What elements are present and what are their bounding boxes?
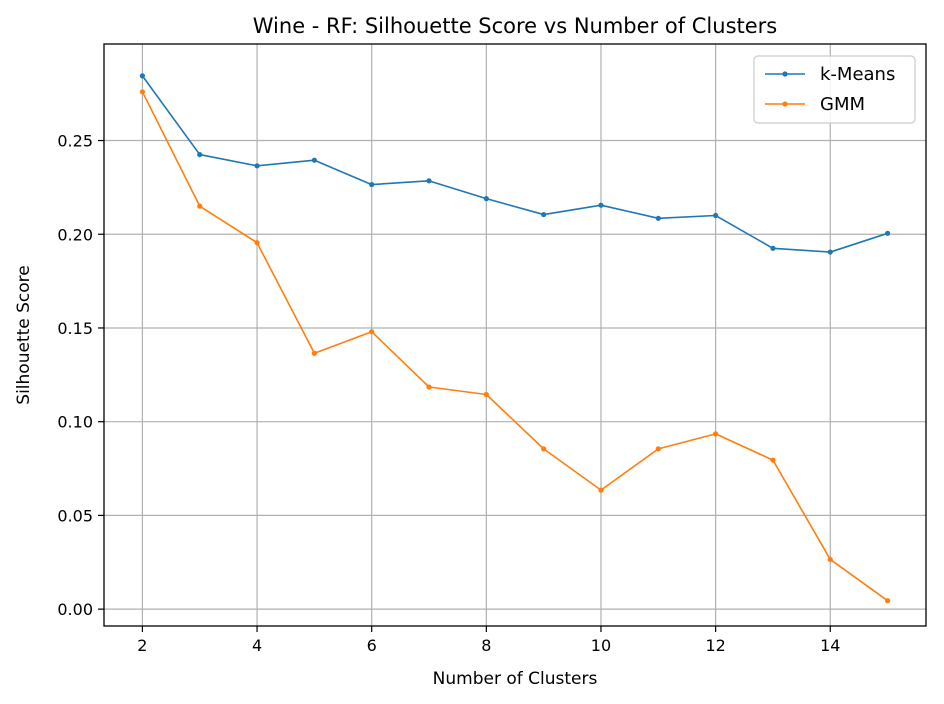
- data-point-kmeans: [541, 211, 547, 218]
- x-tick-label: 14: [820, 636, 840, 655]
- data-point-gmm: [197, 203, 203, 209]
- y-tick-label: 0.20: [57, 225, 93, 244]
- data-point-gmm: [541, 446, 547, 452]
- chart-title: Wine - RF: Silhouette Score vs Number of…: [253, 14, 778, 38]
- data-point-gmm: [598, 487, 604, 493]
- y-tick-label: 0.25: [57, 132, 93, 151]
- data-point-kmeans: [139, 73, 146, 79]
- legend-label-gmm: GMM: [820, 94, 865, 115]
- data-point-gmm: [483, 391, 489, 398]
- plot-frame: [103, 43, 927, 627]
- legend-marker-gmm: [782, 101, 788, 107]
- data-point-gmm: [139, 89, 146, 95]
- data-point-gmm: [369, 329, 375, 335]
- data-point-kmeans: [254, 163, 260, 169]
- x-tick-label: 2: [137, 636, 147, 655]
- x-axis-label: Number of Clusters: [433, 669, 598, 689]
- data-point-gmm: [770, 457, 776, 463]
- data-point-gmm: [311, 350, 317, 356]
- y-tick-label: 0.10: [57, 413, 93, 432]
- data-point-gmm: [827, 556, 833, 563]
- data-point-kmeans: [770, 245, 776, 251]
- data-point-gmm: [655, 446, 661, 452]
- data-point-kmeans: [884, 230, 891, 236]
- series-line-gmm: [141, 91, 889, 602]
- data-point-kmeans: [369, 181, 375, 188]
- data-point-kmeans: [713, 212, 719, 219]
- x-tick-label: 4: [252, 636, 262, 655]
- data-point-kmeans: [426, 178, 432, 184]
- x-tick-label: 6: [367, 636, 377, 655]
- data-point-gmm: [884, 598, 891, 604]
- data-point-kmeans: [655, 215, 661, 221]
- series-lines: [139, 73, 891, 604]
- y-tick-label: 0.15: [57, 319, 93, 338]
- data-point-kmeans: [827, 249, 833, 255]
- data-point-kmeans: [197, 151, 203, 158]
- legend-marker-kmeans: [782, 71, 788, 77]
- y-tick-label: 0.05: [57, 506, 93, 525]
- x-tick-label: 8: [481, 636, 491, 655]
- data-point-kmeans: [311, 157, 317, 163]
- x-tick-label: 12: [705, 636, 725, 655]
- legend-label-kmeans: k-Means: [820, 64, 895, 85]
- x-tick-label: 10: [591, 636, 611, 655]
- legend-box: [753, 55, 916, 124]
- data-point-gmm: [713, 431, 719, 437]
- axis-ticks: 2 4 6 8 10 12 14 0.00 0.05 0.10 0.15 0.20 0.25: [57, 132, 840, 655]
- data-point-gmm: [426, 384, 432, 390]
- y-axis-label: Silhouette Score: [14, 265, 34, 404]
- data-point-kmeans: [598, 202, 604, 208]
- data-point-gmm: [254, 240, 260, 246]
- series-line-kmeans: [141, 75, 888, 253]
- y-tick-label: 0.00: [57, 600, 93, 619]
- legend: k-Means GMM: [753, 55, 916, 124]
- data-point-kmeans: [483, 196, 489, 202]
